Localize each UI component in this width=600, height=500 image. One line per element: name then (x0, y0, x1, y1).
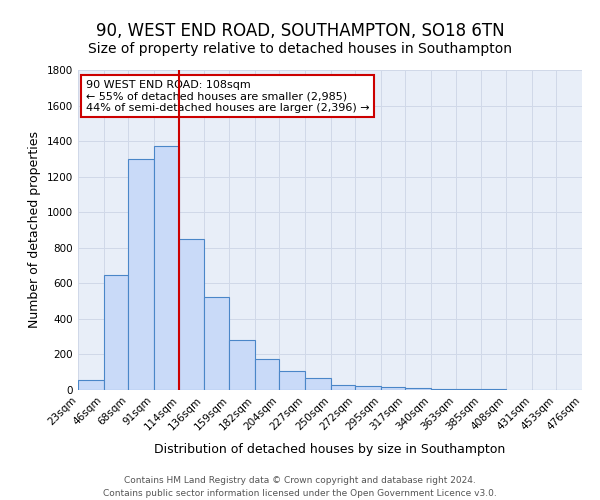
Bar (456, 389, 481, 390)
Bar (280, 372, 305, 390)
Bar (380, 388, 405, 390)
X-axis label: Distribution of detached houses by size in Southampton: Distribution of detached houses by size … (154, 443, 506, 456)
Bar (204, 296, 229, 390)
Text: 90 WEST END ROAD: 108sqm
← 55% of detached houses are smaller (2,985)
44% of sem: 90 WEST END ROAD: 108sqm ← 55% of detach… (86, 80, 369, 113)
Text: Contains HM Land Registry data © Crown copyright and database right 2024.
Contai: Contains HM Land Registry data © Crown c… (103, 476, 497, 498)
Bar (331, 384, 355, 390)
Text: Size of property relative to detached houses in Southampton: Size of property relative to detached ho… (88, 42, 512, 56)
Bar (104, 276, 128, 390)
Y-axis label: Number of detached properties: Number of detached properties (28, 132, 41, 328)
Bar (405, 388, 431, 390)
Bar (128, 159, 154, 390)
Bar (355, 386, 380, 390)
Bar (255, 359, 280, 390)
Bar (229, 340, 255, 390)
Text: 90, WEST END ROAD, SOUTHAMPTON, SO18 6TN: 90, WEST END ROAD, SOUTHAMPTON, SO18 6TN (95, 22, 505, 40)
Bar (305, 378, 331, 390)
Bar (179, 239, 204, 390)
Bar (431, 389, 456, 390)
Bar (154, 146, 179, 390)
Bar (78, 380, 104, 390)
